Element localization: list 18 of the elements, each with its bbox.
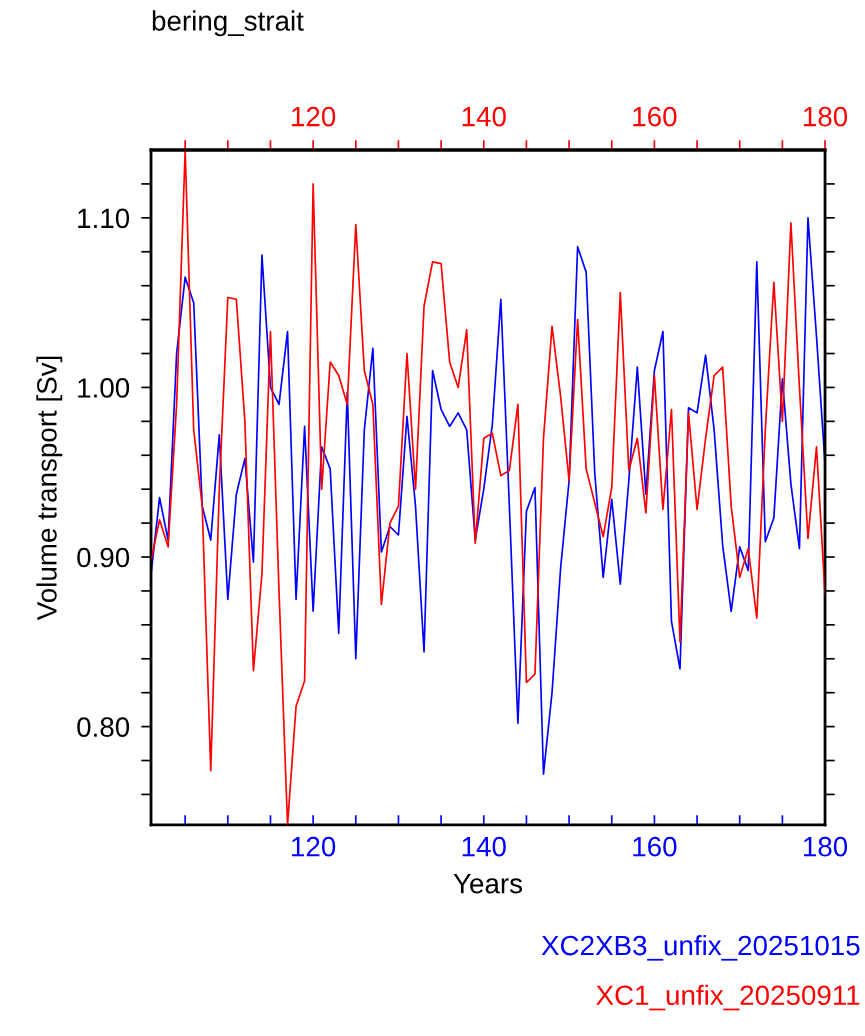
y-axis-title: Volume transport [Sv] <box>36 356 63 621</box>
x2-tick-label: 180 <box>803 106 848 127</box>
x-tick-label: 120 <box>292 836 336 857</box>
y-tick-label: 0.90 <box>77 547 130 568</box>
x-tick-label: 140 <box>462 836 506 857</box>
x2-tick-label: 160 <box>633 106 677 127</box>
x2-tick-label: 120 <box>292 106 336 127</box>
x-tick-label: 160 <box>633 836 677 857</box>
text: XC1_unfix_20250911 <box>596 984 860 1011</box>
y-tick-label: 0.80 <box>77 717 130 737</box>
text: XC2XB3_unfix_20251015 <box>541 934 860 961</box>
y-tick-label: 1.00 <box>78 378 130 398</box>
line-series <box>151 217 826 775</box>
x2-tick-label: 140 <box>462 106 506 127</box>
x-axis-title: Years <box>453 874 523 894</box>
y-tick-label: 1.10 <box>78 208 130 229</box>
chart-title: bering_strait <box>152 10 304 37</box>
x-tick-label: 180 <box>803 836 848 857</box>
